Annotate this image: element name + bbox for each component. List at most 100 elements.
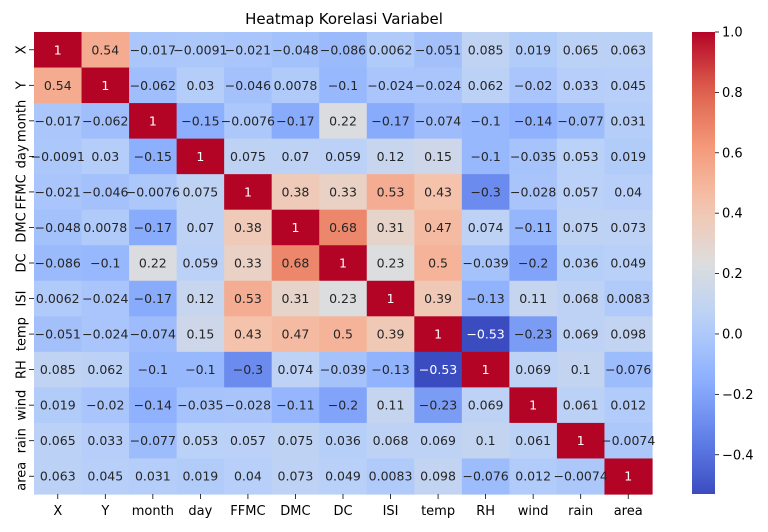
cell-value-label: −0.1: [470, 113, 500, 128]
cell-value-label: −0.17: [371, 113, 409, 128]
heatmap-cell: [224, 280, 273, 317]
cell-value-label: −0.021: [35, 184, 81, 199]
heatmap-cell: [556, 67, 606, 104]
heatmap-cell: [366, 67, 415, 104]
x-tick-label: RH: [476, 504, 495, 519]
cell-value-label: −0.086: [35, 256, 81, 271]
y-tick-label: area: [15, 462, 30, 491]
heatmap-cell: [461, 351, 510, 388]
heatmap-cell: [461, 174, 510, 211]
cell-value-label: 0.012: [610, 398, 646, 413]
heatmap-cell: [176, 316, 225, 353]
heatmap-cell: [81, 387, 130, 424]
cell-value-label: −0.077: [130, 433, 176, 448]
x-tick-label: X: [53, 504, 62, 519]
heatmap-cell: [319, 245, 368, 282]
cell-value-label: 0.012: [515, 469, 551, 484]
y-tick-label: month: [15, 100, 30, 142]
chart-title: Heatmap Korelasi Variabel: [245, 10, 443, 28]
heatmap-cell: [176, 174, 225, 211]
y-tick-label: rain: [15, 428, 30, 453]
cell-value-label: 0.0078: [274, 78, 318, 93]
cell-value-label: 0.22: [139, 256, 167, 271]
cell-value-label: 1: [54, 42, 62, 57]
cell-value-label: 0.031: [135, 469, 171, 484]
cell-value-label: 0.057: [563, 184, 599, 199]
heatmap-cell: [34, 387, 83, 424]
heatmap-cell: [224, 351, 273, 388]
heatmap-cell: [366, 280, 415, 317]
cell-value-label: 0.54: [91, 42, 119, 57]
x-tick-label: Y: [100, 504, 109, 519]
heatmap-cells: [34, 32, 653, 495]
cell-value-label: −0.076: [605, 362, 651, 377]
x-tick-label: rain: [568, 504, 593, 519]
heatmap-cell: [129, 174, 178, 211]
heatmap-cell: [176, 387, 225, 424]
cell-value-label: 0.053: [182, 433, 218, 448]
cell-value-label: −0.039: [320, 362, 366, 377]
cell-value-label: 1: [482, 362, 490, 377]
cell-value-label: 0.07: [186, 220, 214, 235]
cell-value-label: 0.12: [186, 291, 214, 306]
heatmap-cell: [509, 103, 558, 140]
heatmap-cell: [81, 458, 130, 495]
heatmap-cell: [461, 245, 510, 282]
heatmap-cell: [81, 245, 130, 282]
y-tick-label: ISI: [15, 291, 30, 307]
heatmap-cell: [604, 174, 653, 211]
colorbar-gradient: [692, 32, 715, 494]
heatmap-cell: [129, 280, 178, 317]
cell-value-label: 0.062: [87, 362, 123, 377]
heatmap-cell: [129, 138, 178, 175]
heatmap-cell: [176, 209, 225, 246]
cell-value-label: 0.075: [230, 149, 266, 164]
y-tick-label: Y: [15, 81, 30, 90]
cell-value-label: −0.035: [177, 398, 223, 413]
heatmap-cell: [414, 387, 463, 424]
heatmap-cell: [319, 316, 368, 353]
y-tick-label: RH: [15, 360, 30, 379]
heatmap-cell: [34, 245, 83, 282]
heatmap-cell: [129, 209, 178, 246]
y-tick-label: FFMC: [15, 174, 30, 209]
heatmap-cell: [81, 32, 130, 69]
cell-value-label: −0.046: [82, 184, 128, 199]
cell-value-label: −0.046: [225, 78, 271, 93]
heatmap-cell: [271, 103, 320, 140]
cell-value-label: 0.0078: [83, 220, 127, 235]
y-tick-label: DC: [15, 253, 30, 272]
heatmap-cell: [509, 422, 558, 460]
cell-value-label: 0.065: [563, 42, 599, 57]
cell-value-label: 0.0083: [606, 291, 650, 306]
cell-value-label: 0.23: [377, 256, 405, 271]
heatmap-cell: [81, 174, 130, 211]
cell-value-label: 0.43: [424, 184, 452, 199]
heatmap-cell: [271, 422, 320, 460]
heatmap-cell: [604, 351, 653, 388]
heatmap-cell: [556, 138, 606, 175]
cell-value-label: 0.019: [515, 42, 551, 57]
heatmap-cell: [604, 138, 653, 175]
cell-value-label: 0.068: [373, 433, 409, 448]
heatmap-cell: [461, 209, 510, 246]
heatmap-cell: [556, 245, 606, 282]
cell-value-label: 1: [291, 220, 299, 235]
cell-value-label: −0.1: [470, 149, 500, 164]
cell-value-label: −0.11: [276, 398, 314, 413]
cell-value-label: 0.43: [234, 327, 262, 342]
y-tick-label: X: [15, 45, 30, 54]
heatmap-cell: [461, 387, 510, 424]
cell-value-label: 0.075: [182, 184, 218, 199]
cell-value-label: −0.028: [225, 398, 271, 413]
cell-value-label: −0.051: [415, 42, 461, 57]
heatmap-cell: [604, 67, 653, 104]
cell-value-label: 0.062: [468, 78, 504, 93]
cell-value-label: 0.31: [377, 220, 405, 235]
heatmap-cell: [414, 422, 463, 460]
heatmap-cell: [366, 32, 415, 69]
cell-value-label: −0.0074: [601, 433, 655, 448]
cell-value-label: 0.063: [610, 42, 646, 57]
heatmap-cell: [319, 387, 368, 424]
heatmap-cell: [604, 458, 653, 495]
